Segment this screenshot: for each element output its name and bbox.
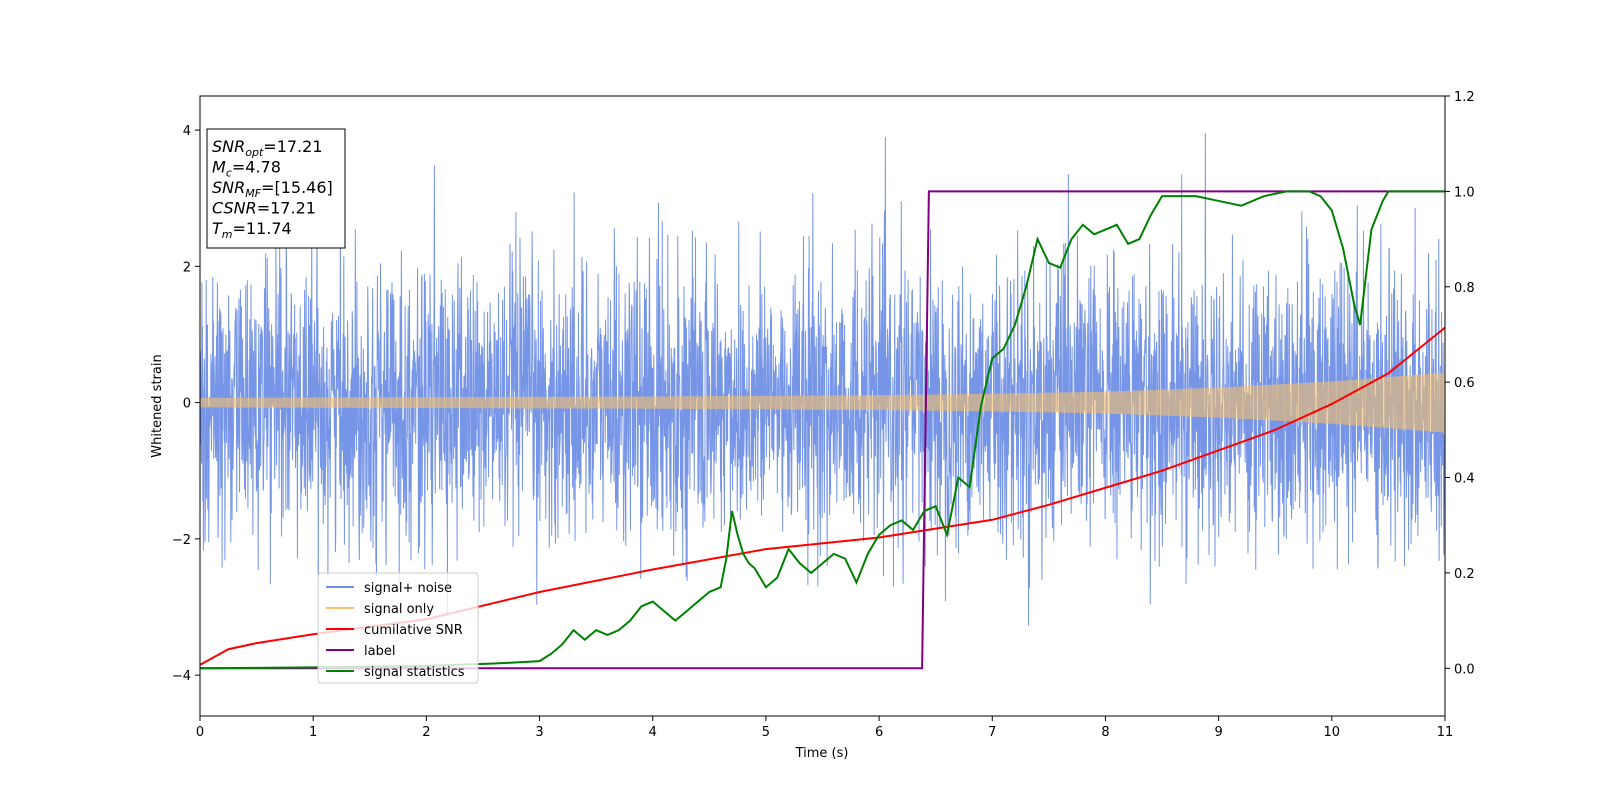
annotation-symbol: SNR	[212, 137, 245, 156]
x-tick-label: 6	[875, 725, 883, 740]
annotation-symbol: T	[212, 219, 223, 238]
series-signal-statistics-line	[200, 190, 1445, 670]
legend-frame	[317, 572, 479, 684]
annotation-line: SNRMF=[15.46]	[212, 178, 333, 200]
series-label-line	[200, 190, 1445, 670]
x-tick-label: 11	[1437, 725, 1454, 740]
y2-tick-label: 0.8	[1454, 281, 1475, 296]
x-tick-label: 0	[196, 725, 204, 740]
series-signal-only-band	[200, 372, 1445, 433]
y-axis-right: 1.2 1.0 0.8 0.6 0.4 0.2 0.0	[1445, 90, 1475, 677]
x-tick-label: 10	[1324, 725, 1341, 740]
legend-label-label: label	[364, 644, 395, 659]
x-axis: 0 1 2 3 4 5 6 7 8 9 10 11	[196, 716, 1453, 740]
annotation-symbol: M	[212, 158, 226, 177]
annotation-box: SNRopt=17.21Mc=4.78SNRMF=[15.46]CSNR=17.…	[206, 128, 346, 249]
annotation-subscript: m	[222, 228, 233, 241]
annotation-value: =11.74	[233, 219, 292, 238]
y-tick-label: −4	[172, 669, 191, 684]
annotation-frame	[206, 128, 346, 249]
y-tick-label: 0	[183, 397, 191, 412]
annotation-subscript: MF	[245, 187, 261, 200]
legend-label-signal-noise: signal+ noise	[364, 581, 452, 596]
y-axis-left: 4 2 0 −2 −4	[172, 124, 200, 684]
x-tick-label: 5	[762, 725, 770, 740]
y2-tick-label: 0.2	[1454, 567, 1475, 582]
annotation-value: =17.21	[263, 137, 322, 156]
x-axis-label: Time (s)	[795, 746, 849, 761]
annotation-value: =4.78	[232, 158, 281, 177]
annotation-value: =[15.46]	[261, 178, 333, 197]
annotation-subscript: opt	[245, 146, 264, 159]
legend-label-signal-only: signal only	[364, 602, 434, 617]
x-tick-label: 9	[1214, 725, 1222, 740]
annotation-line: CSNR=17.21	[212, 199, 316, 218]
y2-tick-label: 0.0	[1454, 662, 1475, 677]
x-tick-label: 4	[649, 725, 657, 740]
x-tick-label: 8	[1101, 725, 1109, 740]
annotation-line: SNRopt=17.21	[212, 137, 323, 159]
y2-tick-label: 0.6	[1454, 376, 1475, 391]
annotation-symbol: SNR	[212, 178, 245, 197]
annotation-subscript: c	[226, 167, 232, 180]
y-tick-label: 2	[183, 260, 191, 275]
y-tick-label: 4	[183, 124, 191, 139]
annotation-line: Mc=4.78	[212, 158, 281, 180]
x-tick-label: 1	[309, 725, 317, 740]
x-tick-label: 3	[535, 725, 543, 740]
annotation-line: Tm=11.74	[212, 219, 292, 241]
legend-label-cumilative-snr: cumilative SNR	[364, 623, 463, 638]
annotation-value: =17.21	[257, 199, 316, 218]
y2-tick-label: 0.4	[1454, 472, 1475, 487]
annotation-symbol: CSNR	[212, 199, 257, 218]
y2-tick-label: 1.0	[1454, 185, 1475, 200]
y2-tick-label: 1.2	[1454, 90, 1475, 105]
x-tick-label: 2	[422, 725, 430, 740]
plot-frame	[199, 95, 1446, 717]
legend-label-signal-statistics: signal statistics	[364, 665, 465, 680]
legend: signal+ noise signal only cumilative SNR la…	[317, 572, 479, 684]
y-tick-label: −2	[172, 533, 191, 548]
y-axis-label: Whitened strain	[150, 354, 165, 457]
x-tick-label: 7	[988, 725, 996, 740]
